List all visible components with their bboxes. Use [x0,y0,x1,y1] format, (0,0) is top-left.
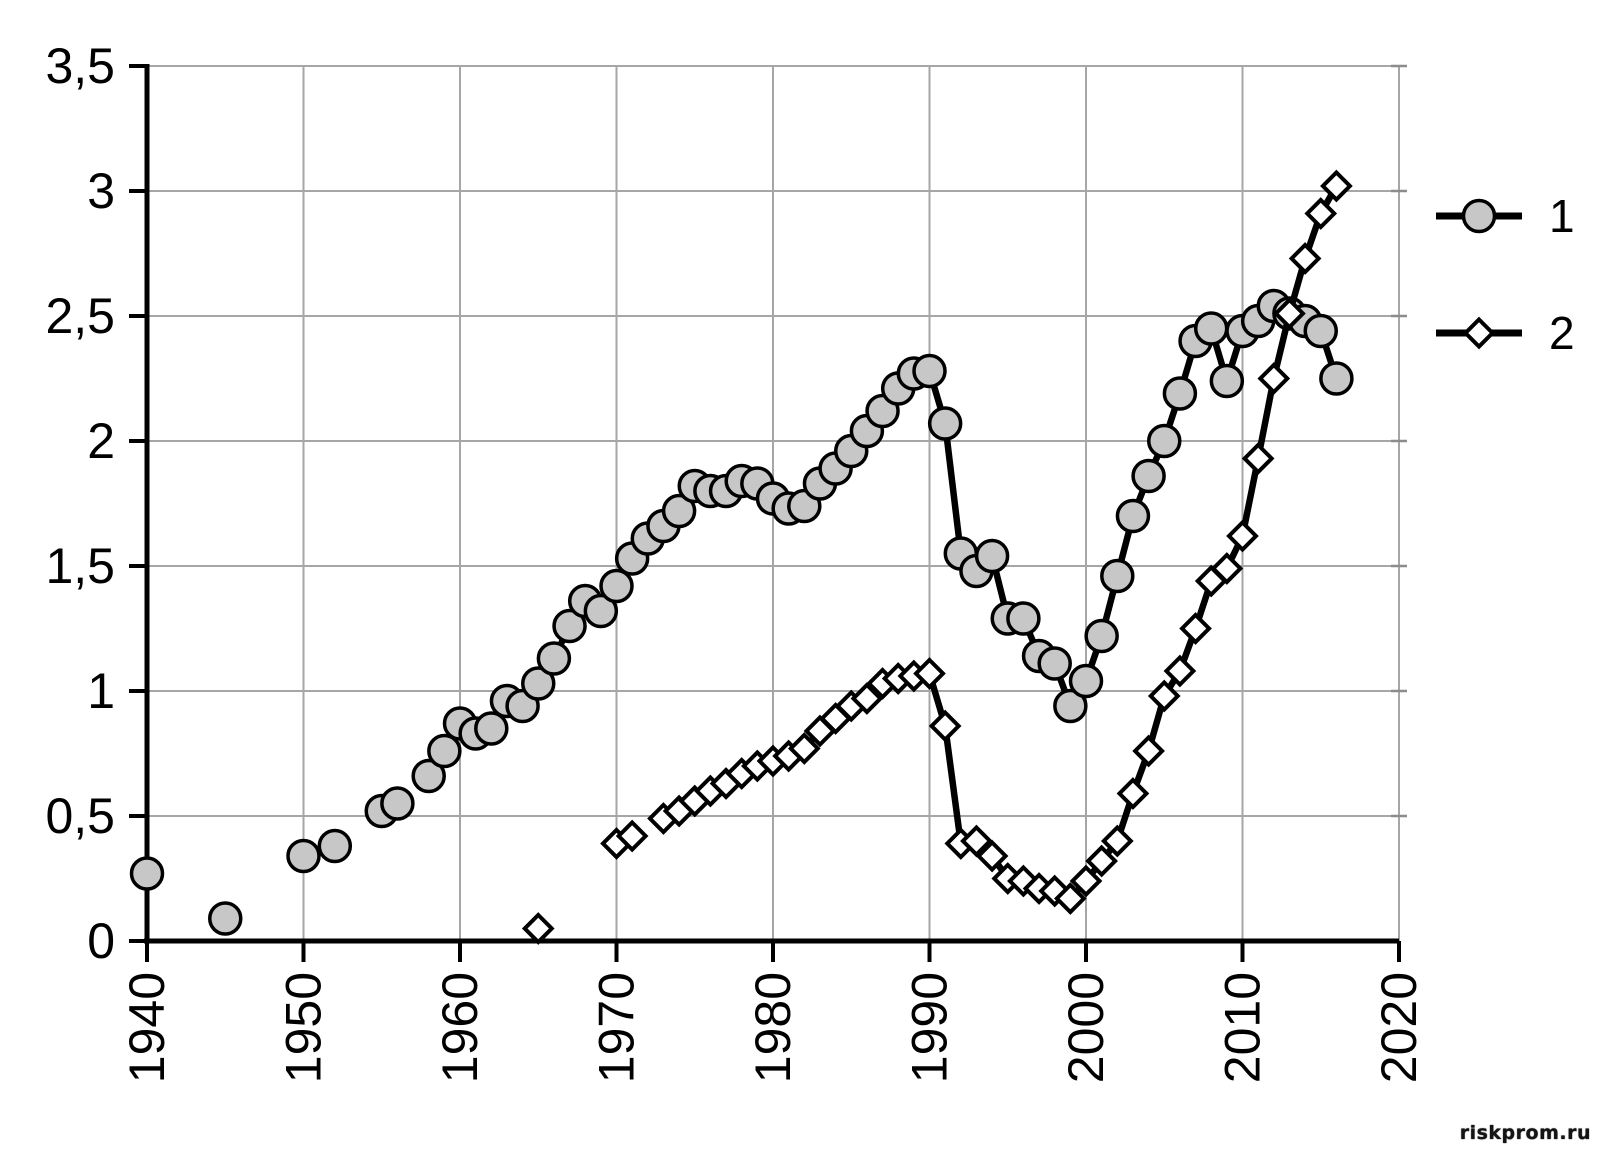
series-1-line [425,302,1340,780]
series-1-markers [129,288,1354,936]
x-tick-label: 2020 [1371,972,1427,1083]
legend-item-2: 2 [1436,307,1575,359]
circle-marker [1193,311,1229,346]
diamond-marker [1147,679,1181,713]
y-tick-label: 3 [87,163,115,219]
circle-marker [552,608,587,644]
legend: 12 [1436,190,1575,359]
circle-marker [927,406,963,441]
diamond-marker [1163,654,1197,688]
diamond-marker [913,657,946,690]
y-tick-label: 2 [87,413,115,469]
x-tick-label: 1960 [432,972,488,1083]
circle-marker [1162,376,1198,411]
circle-marker [912,353,947,389]
circle-marker [1053,688,1088,724]
diamond-marker [1069,864,1103,898]
diamond-marker [1210,552,1244,585]
diamond-marker [1226,519,1259,553]
circle-marker [1037,646,1072,681]
diamond-marker [1304,197,1338,230]
diamond-marker [615,819,649,853]
circle-marker [1209,363,1245,399]
series-1-lines [378,302,1340,815]
diamond-marker [1116,777,1150,810]
circle-marker [1147,423,1182,459]
diamond-marker [960,824,993,858]
circle-marker [1068,663,1104,699]
circle-marker [1006,601,1041,636]
right-border-ticks [1391,64,1407,818]
circle-marker [521,666,556,701]
diamond-marker [1132,734,1165,768]
circle-marker [380,786,415,821]
circle-marker [129,856,165,891]
diamond-marker [1462,316,1496,350]
diamond-marker [975,839,1009,873]
circle-marker [1100,558,1135,594]
circle-marker [474,711,509,746]
x-gridlines [302,66,1400,941]
diamond-marker [850,682,884,715]
diamond-marker [1273,297,1306,330]
circle-marker [661,493,697,529]
circle-marker [1131,458,1166,494]
legend-label: 2 [1549,307,1575,359]
diamond-marker [1179,612,1212,645]
y-tick-label: 0 [87,913,115,969]
circle-marker [1303,313,1338,349]
legend-label: 1 [1549,190,1575,242]
x-tick-label: 1950 [276,972,332,1083]
circle-marker [427,733,462,769]
x-tick-label: 1970 [589,972,645,1083]
circle-marker [286,838,321,874]
x-tick-labels: 1940 1950 1960 1970 1980 1990 2000 2010 2020 [119,972,1427,1083]
x-tick-label: 1940 [119,972,175,1083]
diamond-marker [521,912,555,945]
diamond-marker [1100,824,1134,858]
circle-marker [411,758,446,794]
diamond-marker [1320,169,1353,203]
series-2-markers [521,169,1353,945]
x-tick-label: 1980 [745,972,801,1083]
y-tick-labels: 0 0,5 1 1,5 2 2,5 3 3,5 [45,38,115,969]
diamond-marker [928,709,962,743]
circle-marker [974,538,1010,574]
y-tick-label: 0,5 [45,788,115,844]
circle-marker [1461,198,1497,234]
circle-marker [1319,361,1354,396]
circle-marker [1115,498,1151,534]
circle-marker [536,641,572,676]
diamond-marker [1054,882,1087,915]
axes [129,64,1401,962]
watermark: riskprom.ru [1459,1122,1591,1144]
x-tick-label: 2010 [1215,972,1271,1083]
diamond-marker [1241,442,1275,475]
y-tick-label: 3,5 [45,38,115,94]
circle-marker [208,901,243,936]
diamond-marker [1257,362,1291,395]
diamond-marker [1288,242,1322,275]
y-tick-label: 1,5 [45,538,115,594]
circle-marker [599,568,634,604]
y-tick-label: 1 [87,663,115,719]
x-tick-label: 2000 [1058,972,1114,1083]
diamond-marker [787,732,821,765]
circle-marker [317,828,353,864]
circle-marker [1084,618,1119,654]
y-tick-label: 2,5 [45,288,115,344]
diamond-marker [1085,844,1118,878]
x-tick-label: 1990 [902,972,958,1083]
legend-item-1: 1 [1436,190,1575,242]
circle-marker [583,593,619,629]
